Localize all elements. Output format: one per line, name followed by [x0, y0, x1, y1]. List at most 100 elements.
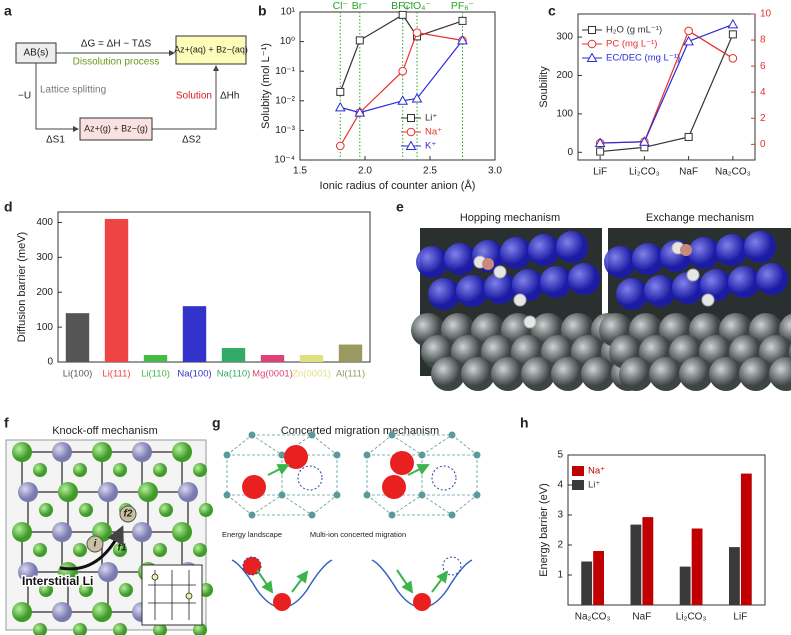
- site-i: i: [94, 539, 97, 550]
- y-axis-label: Solubity (mol L⁻¹): [260, 43, 272, 129]
- atom: [92, 442, 112, 462]
- atom: [769, 357, 791, 391]
- atom: [482, 258, 494, 270]
- arrow: [152, 65, 219, 130]
- atom: [119, 583, 133, 597]
- atom: [568, 263, 600, 295]
- atom: [52, 602, 72, 622]
- y-tick-label: 6: [760, 61, 766, 72]
- atom: [199, 503, 213, 517]
- bar: [182, 306, 207, 362]
- x-tick-label: Na(100): [177, 369, 211, 380]
- node: [333, 491, 341, 499]
- marker: [398, 10, 407, 19]
- marker: [594, 137, 606, 148]
- edge: [451, 434, 478, 456]
- atom: [33, 623, 47, 635]
- anion-label: ClO₄⁻: [403, 0, 431, 12]
- legend-marker: [406, 127, 416, 137]
- product-g: Az+(g) + Bz−(g): [84, 123, 148, 133]
- panel-e: Hopping mechanism Exchange mechanism: [411, 212, 791, 391]
- panel-label: e: [396, 199, 404, 215]
- lattice: Lattice splitting: [40, 85, 106, 96]
- atom: [416, 246, 448, 278]
- edge: [311, 494, 338, 516]
- arrow: [291, 570, 309, 593]
- atom: [73, 623, 87, 635]
- reactant: AB(s): [24, 48, 49, 59]
- node: [448, 431, 456, 439]
- marker: [728, 54, 738, 63]
- atom: [700, 269, 732, 301]
- edge: [421, 434, 453, 456]
- atom: [58, 482, 78, 502]
- node: [388, 431, 396, 439]
- atom: [619, 357, 653, 391]
- y-tick-label: 100: [556, 109, 573, 120]
- plot-frame: [577, 13, 756, 161]
- marker: [457, 34, 468, 45]
- legend-marker: [587, 39, 597, 49]
- atom: [153, 543, 167, 557]
- atom: [98, 562, 118, 582]
- atom: [739, 357, 773, 391]
- bar: [642, 517, 654, 605]
- y-tick-label: 10¹: [281, 7, 296, 18]
- panel-label: h: [520, 415, 529, 431]
- marker: [334, 101, 346, 112]
- edge: [281, 494, 313, 516]
- legend-label: Li⁺: [588, 480, 600, 491]
- arrow: [59, 525, 124, 571]
- y-tick-label: 5: [557, 450, 563, 461]
- lattice-energy: −U: [18, 91, 31, 102]
- edge: [421, 494, 453, 516]
- node: [278, 491, 286, 499]
- edge: [251, 434, 283, 456]
- series-line: [339, 32, 463, 147]
- y-tick-label: 10⁰: [280, 36, 295, 47]
- panel-label: f: [4, 415, 9, 431]
- marker: [728, 30, 737, 39]
- x-tick-label: LiF: [733, 612, 747, 623]
- atom: [92, 602, 112, 622]
- f-title: Knock-off mechanism: [52, 425, 158, 437]
- bar: [65, 313, 90, 362]
- atom: [644, 275, 676, 307]
- atom: [632, 243, 664, 275]
- atom: [491, 357, 525, 391]
- edge: [391, 434, 423, 456]
- hopping: Hopping mechanism: [460, 212, 560, 224]
- site: [119, 505, 137, 523]
- atom: [113, 463, 127, 477]
- dissolution: Dissolution process: [73, 57, 160, 68]
- node: [473, 451, 481, 459]
- atom: [138, 482, 158, 502]
- inset-lattice: [148, 570, 196, 620]
- bar: [593, 551, 605, 605]
- atom: [178, 482, 198, 502]
- atom: [551, 357, 585, 391]
- node: [278, 451, 286, 459]
- marker: [398, 66, 408, 76]
- bar: [679, 566, 691, 605]
- node: [363, 491, 371, 499]
- panel-a: AB(s) Az+(aq) + Bz−(aq) Az+(g) + Bz−(g) …: [15, 35, 248, 146]
- x-axis-label: Ionic radius of counter anion (Å): [320, 179, 476, 192]
- site: [86, 535, 104, 553]
- node: [223, 451, 231, 459]
- panel-label: d: [4, 199, 13, 215]
- node: [418, 451, 426, 459]
- atom: [153, 623, 167, 635]
- panel-label: a: [4, 3, 12, 19]
- arrow: [35, 63, 79, 132]
- atom: [193, 463, 207, 477]
- x-tick-label: 2.5: [423, 166, 437, 177]
- y-axis-label: Diffusion barrier (meV): [16, 232, 28, 342]
- legend-marker: [405, 140, 417, 150]
- ion: [382, 475, 406, 499]
- atom: [113, 543, 127, 557]
- marker: [397, 95, 409, 105]
- y-tick-label: 400: [36, 217, 53, 228]
- bar: [221, 348, 246, 362]
